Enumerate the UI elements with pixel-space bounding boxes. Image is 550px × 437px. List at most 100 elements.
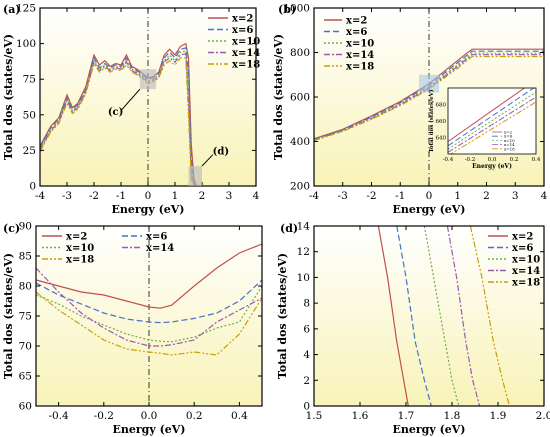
annotation-label-c: (c) bbox=[108, 107, 124, 118]
x-tick-label: -0.4 bbox=[48, 410, 69, 422]
x-tick-label: 0.4 bbox=[231, 410, 248, 422]
y-tick-label: 400 bbox=[290, 136, 310, 148]
legend-label: x=10 bbox=[512, 255, 540, 266]
x-tick-label: 1.6 bbox=[352, 410, 369, 422]
inset-x-tick-label: -0.4 bbox=[443, 157, 454, 163]
x-tick-label: 2 bbox=[483, 190, 490, 202]
y-tick-label: 6 bbox=[303, 323, 310, 335]
legend-label: x=18 bbox=[346, 62, 374, 73]
series-line-x14 bbox=[40, 52, 197, 186]
series-line-x6 bbox=[314, 50, 544, 140]
annotation-label-d: (d) bbox=[213, 147, 229, 158]
inset-legend-label: x=10 bbox=[504, 138, 515, 143]
inset-series-group bbox=[448, 88, 536, 154]
inset-y-tick-label: 660 bbox=[436, 119, 447, 125]
y-tick-label: 75 bbox=[23, 74, 36, 86]
series-line-x6 bbox=[396, 226, 432, 406]
series-group bbox=[377, 226, 511, 406]
inset-y-axis-label: Total dos (states/eV) bbox=[428, 89, 435, 152]
x-tick-label: -1 bbox=[395, 190, 405, 202]
legend-label: x=18 bbox=[512, 278, 540, 289]
series-line-x14 bbox=[36, 267, 262, 347]
y-tick-label: 0 bbox=[303, 401, 310, 413]
x-tick-label: -4 bbox=[309, 190, 320, 202]
legend-label: x=10 bbox=[346, 39, 374, 50]
y-tick-label: 1000 bbox=[283, 3, 310, 15]
y-tick-label: 80 bbox=[19, 281, 32, 293]
legend-label: x=2 bbox=[346, 16, 367, 27]
plot-frame bbox=[313, 225, 545, 407]
series-group bbox=[40, 42, 198, 186]
y-tick-label: 2 bbox=[303, 375, 310, 387]
x-tick-label: -3 bbox=[338, 190, 348, 202]
x-axis-label: Energy (eV) bbox=[392, 203, 465, 216]
x-tick-label: 0 bbox=[145, 190, 152, 202]
panel-label: (b) bbox=[278, 3, 296, 16]
inset-series-line bbox=[448, 96, 536, 153]
series-line-x6 bbox=[36, 279, 262, 324]
series-line-x2 bbox=[40, 42, 198, 186]
x-axis-label: Energy (eV) bbox=[112, 423, 185, 436]
inset-series-line bbox=[449, 101, 536, 154]
x-tick-label: 1.7 bbox=[398, 410, 415, 422]
legend-label: x=18 bbox=[66, 255, 94, 266]
y-tick-label: 800 bbox=[290, 47, 310, 59]
x-tick-label: -3 bbox=[62, 190, 72, 202]
legend-label: x=6 bbox=[346, 27, 367, 38]
x-tick-label: -2 bbox=[366, 190, 376, 202]
panel-c: -0.4 -0.2 0.0 0.2 0.4 60 65 70 75 80 85 90 Energy (e… bbox=[2, 221, 263, 436]
x-tick-label: 0.0 bbox=[141, 410, 158, 422]
x-tick-label: 0 bbox=[426, 190, 433, 202]
panel-label: (d) bbox=[280, 222, 298, 235]
y-tick-label: 85 bbox=[19, 251, 32, 263]
x-tick-label: 4 bbox=[541, 190, 548, 202]
y-tick-label: 8 bbox=[303, 298, 310, 310]
legend-label: x=6 bbox=[146, 232, 167, 243]
y-axis-label: Total dos (states/eV) bbox=[2, 253, 15, 379]
annotation-arrow-c bbox=[120, 88, 141, 111]
series-line-x14 bbox=[446, 226, 481, 406]
panel-b: -4 -3 -2 -1 0 1 2 3 4 200 400 600 800 1000 Energy (eV)… bbox=[272, 3, 548, 217]
inset-x-tick-label: 0.0 bbox=[488, 157, 497, 163]
panel-d: 1.5 1.6 1.7 1.8 1.9 2.0 0 2 4 6 8 10 12 14 Energy (eV)… bbox=[276, 221, 550, 437]
inset-series-line bbox=[448, 91, 536, 150]
x-tick-label: -2 bbox=[89, 190, 99, 202]
zoom-region-c bbox=[139, 69, 157, 90]
zoom-region-d bbox=[188, 166, 202, 186]
y-tick-label: 25 bbox=[23, 145, 36, 157]
series-line-x18 bbox=[469, 226, 511, 406]
inset-legend-label: x=2 bbox=[504, 130, 513, 135]
panel-a: -4 -3 -2 -1 0 1 2 3 4 0 25 50 75 100 125 Energy (eV) Tot… bbox=[2, 3, 260, 217]
y-tick-label: 65 bbox=[19, 371, 32, 383]
legend-label: x=2 bbox=[66, 232, 87, 243]
inset-x-tick-label: 0.2 bbox=[510, 157, 519, 163]
y-tick-label: 14 bbox=[297, 221, 311, 233]
y-axis-label: Total dos (states/eV) bbox=[272, 34, 285, 160]
x-tick-label: 0.2 bbox=[186, 410, 203, 422]
y-tick-label: 70 bbox=[19, 341, 32, 353]
y-axis-label: Total dos (states/eV) bbox=[276, 253, 289, 379]
y-tick-label: 12 bbox=[297, 246, 310, 258]
series-line-x14 bbox=[314, 54, 544, 141]
y-tick-label: 4 bbox=[303, 349, 310, 361]
legend-label: x=18 bbox=[232, 60, 260, 71]
legend-label: x=14 bbox=[346, 50, 374, 61]
series-group bbox=[314, 48, 544, 142]
series-line-x2 bbox=[314, 48, 544, 140]
x-tick-label: 2 bbox=[199, 190, 206, 202]
legend-label: x=14 bbox=[512, 266, 540, 277]
y-tick-label: 0 bbox=[29, 181, 36, 193]
legend-label: x=10 bbox=[66, 243, 94, 254]
x-tick-label: -0.2 bbox=[94, 410, 114, 422]
inset-legend-label: x=6 bbox=[504, 134, 513, 139]
x-tick-label: 3 bbox=[512, 190, 519, 202]
x-tick-label: 2.0 bbox=[536, 410, 550, 422]
inset-y-tick-label: 640 bbox=[436, 136, 447, 142]
y-tick-label: 90 bbox=[19, 221, 32, 233]
series-line-x18 bbox=[314, 55, 544, 142]
legend-label: x=14 bbox=[232, 48, 260, 59]
y-tick-label: 600 bbox=[290, 92, 310, 104]
series-line-x2 bbox=[377, 226, 409, 406]
x-tick-label: 3 bbox=[226, 190, 233, 202]
legend-label: x=2 bbox=[232, 14, 253, 25]
